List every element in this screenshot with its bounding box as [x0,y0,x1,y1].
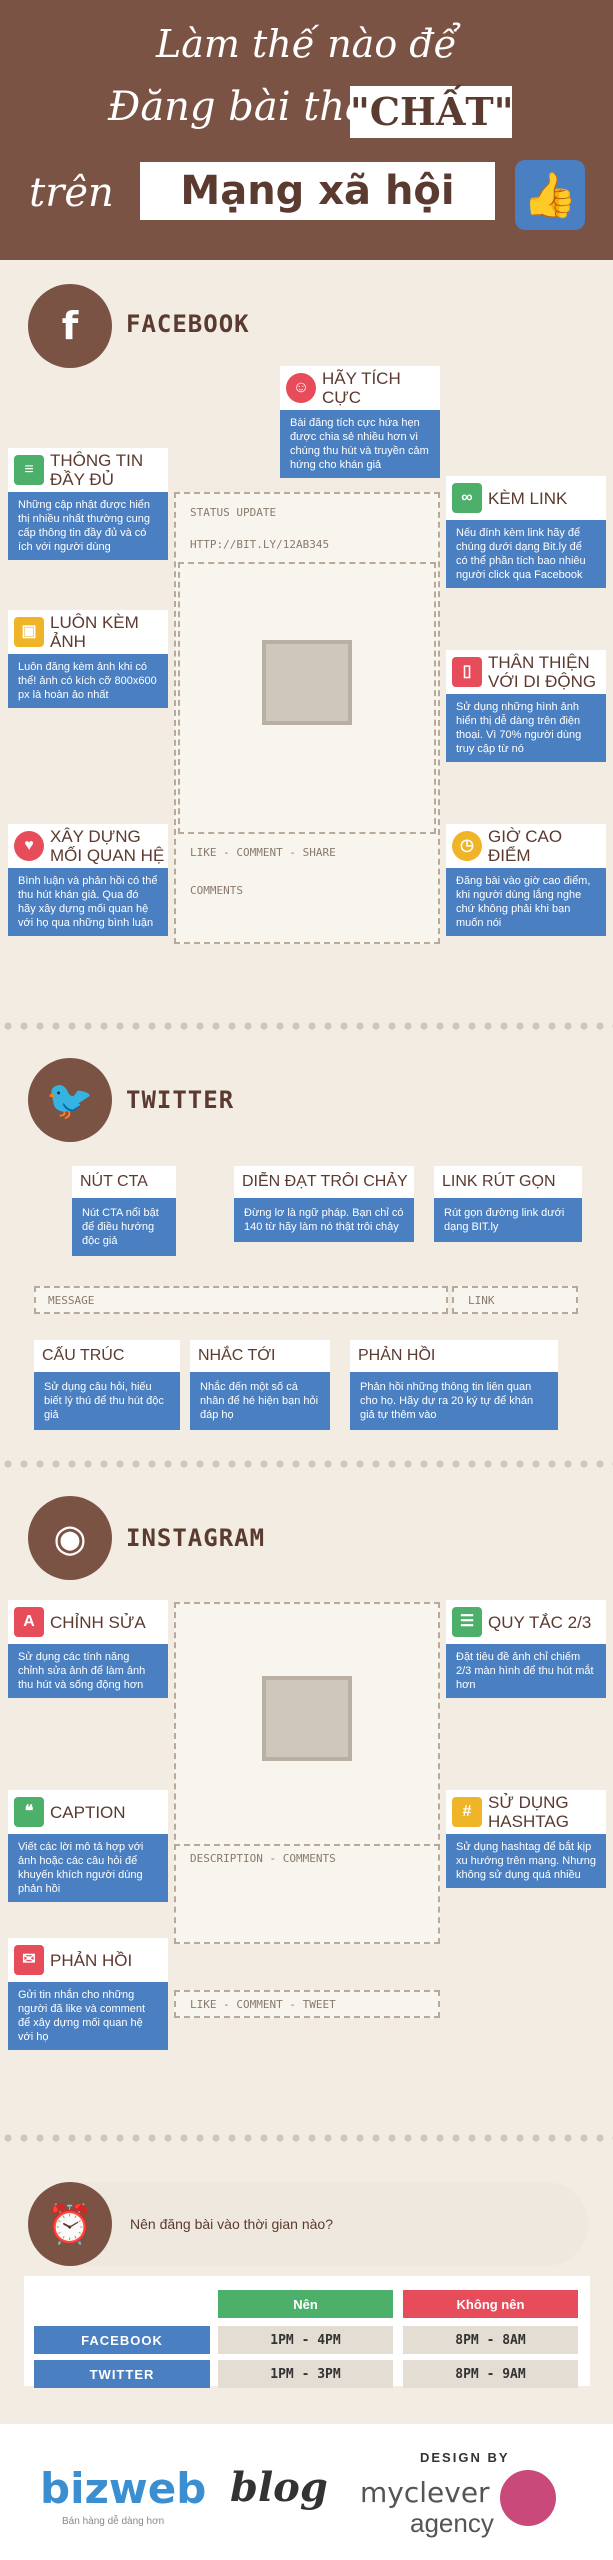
ig-card-edit: A CHỈNH SỬA Sử dụng các tính năng chỉnh s… [8,1600,168,1698]
footer-tagline: Bán hàng dễ dàng hơn [62,2516,165,2527]
twitter-title: TWITTER [126,1086,235,1114]
tw-card-mention: NHẮC TỚI Nhắc đến một số cá nhân để hé h… [190,1340,330,1430]
agency-logo: myclever [360,2476,490,2509]
header-scallop [0,256,613,268]
tw-card-reply: PHẢN HỒI Phản hồi những thông tin liên q… [350,1340,558,1430]
ig-card-rule: ☰ QUY TẮC 2/3 Đặt tiêu đề ảnh chỉ chiếm 2… [446,1600,606,1698]
bizweb-logo: bizweb [40,2464,207,2513]
fb-card-full-info: ≡ THÔNG TIN ĐẦY ĐỦ Những cập nhật được hi… [8,448,168,560]
tw-card-short-link: LINK RÚT GỌN Rút gọn đường link dưới dạn… [434,1166,582,1242]
header-highlight2: Mạng xã hội [140,162,495,220]
ig-description-box [174,1844,440,1944]
fb-card-peak: ◷ GIỜ CAO ĐIỂM Đăng bài vào giờ cao điểm,… [446,824,606,936]
tw-message-label: MESSAGE [48,1294,95,1307]
header-should: Nên [218,2290,393,2318]
fb-card-relationship: ♥ XÂY DỰNG MỐI QUAN HỆ Bình luận và phản … [8,824,168,936]
hashtag-icon: # [452,1797,482,1827]
header-line2: Đăng bài thật [108,84,385,130]
ig-card-caption: ❝ CAPTION Viết các lời mô tả hợp với ảnh … [8,1790,168,1902]
blog-logo: blog [230,2464,328,2511]
heart-icon: ♥ [14,831,44,861]
grid-icon: ☰ [452,1607,482,1637]
alarm-clock-icon: ⏰ [28,2182,112,2266]
clock-icon: ◷ [452,831,482,861]
mail-icon: ✉ [14,1945,44,1975]
tw-link-label: LINK [468,1294,495,1307]
row-platform: FACEBOOK [34,2326,210,2354]
tw-card-structure: CẤU TRÚC Sử dụng câu hỏi, hiếu biết lý t… [34,1340,180,1430]
ig-actions-label: LIKE - COMMENT - TWEET [190,1998,336,2011]
fb-actions-label: LIKE - COMMENT - SHARE [190,846,336,859]
twitter-icon: 🐦 [28,1058,112,1142]
quote-icon: ❝ [14,1797,44,1827]
header-banner: Làm thế nào để Đăng bài thật "CHẤT" trên… [0,0,613,260]
smile-icon: ☺ [286,373,316,403]
tw-message-bar [34,1286,448,1314]
image-icon: ▣ [14,617,44,647]
row-shouldnt: 8PM - 9AM [403,2360,578,2388]
fb-card-image: ▣ LUÔN KÈM ẢNH Luôn đăng kèm ảnh khi có t… [8,610,168,708]
header-line3: trên [29,170,114,216]
separator [0,2134,613,2142]
image-placeholder-icon [262,1676,352,1761]
instagram-icon: ◉ [28,1496,112,1580]
header-line1: Làm thế nào để [156,22,457,66]
fb-card-mobile: ▯ THÂN THIỆN VỚI DI ĐỘNG Sử dụng những hì… [446,650,606,762]
facebook-title: FACEBOOK [126,310,250,338]
fb-card-link: ∞ KÈM LINK Nếu đính kèm link hãy để chúng… [446,476,606,588]
fb-link-label: HTTP://BIT.LY/12AB345 [190,538,330,551]
timing-question-bar [28,2182,588,2266]
agency-logo-2: agency [410,2508,494,2538]
ig-actions-bar [174,1990,440,2018]
header-shouldnt: Không nên [403,2290,578,2318]
header-highlight: "CHẤT" [350,86,514,138]
tw-card-cta: NÚT CTA Nút CTA nổi bật để điều hướng độ… [72,1166,176,1256]
fb-comments-label: COMMENTS [190,884,243,897]
instagram-title: INSTAGRAM [126,1524,266,1552]
edit-icon: A [14,1607,44,1637]
ig-card-reply: ✉ PHẢN HỒI Gửi tin nhắn cho những người đ… [8,1938,168,2050]
row-platform: TWITTER [34,2360,210,2388]
thumbs-up-icon: 👍 [515,160,585,230]
facebook-icon: f [28,284,112,368]
fb-card-positive: ☺ HÃY TÍCH CỰC Bài đăng tích cực hứa hẹn … [280,366,440,478]
image-placeholder-icon [262,640,352,725]
timing-question: Nên đăng bài vào thời gian nào? [130,2216,333,2232]
design-by-label: DESIGN BY [420,2450,510,2465]
brain-icon [500,2470,556,2526]
row-should: 1PM - 3PM [218,2360,393,2388]
separator [0,1460,613,1468]
row-should: 1PM - 4PM [218,2326,393,2354]
mobile-icon: ▯ [452,657,482,687]
tw-card-fluent: DIỄN ĐẠT TRÔI CHẢY Đừng lơ là ngữ pháp. … [234,1166,414,1242]
ig-description-label: DESCRIPTION - COMMENTS [190,1852,336,1865]
link-icon: ∞ [452,483,482,513]
row-shouldnt: 8PM - 8AM [403,2326,578,2354]
fb-status-label: STATUS UPDATE [190,506,277,519]
document-icon: ≡ [14,455,44,485]
separator [0,1022,613,1030]
tw-link-bar [452,1286,578,1314]
ig-card-hashtag: # SỬ DỤNG HASHTAG Sử dụng hashtag để bắt … [446,1790,606,1888]
